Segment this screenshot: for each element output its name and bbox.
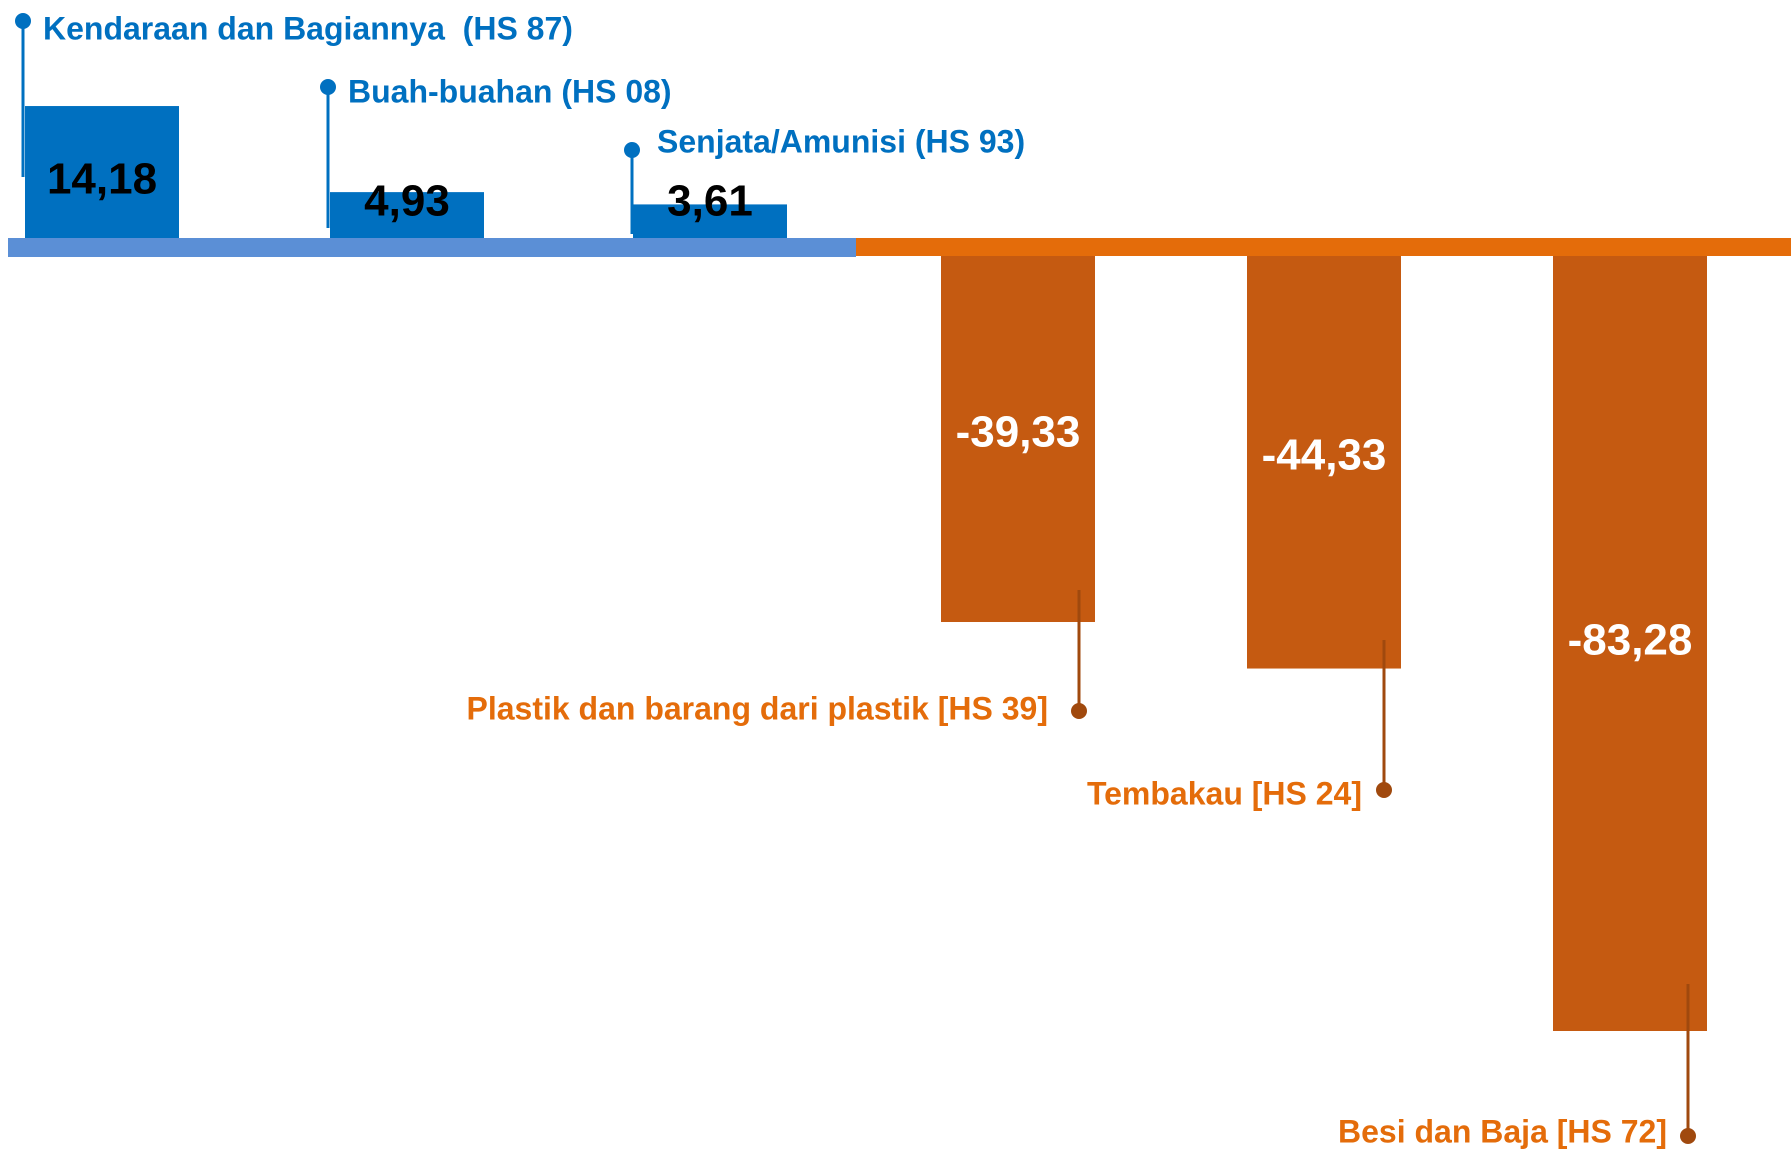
bar [941,256,1095,623]
value-label: 14,18 [47,155,157,204]
callout-dot [1680,1128,1696,1144]
baseline-positive [8,238,856,257]
category-label: Tembakau [HS 24] [1087,775,1362,811]
bar [25,106,179,238]
bar [633,204,787,238]
bar [1247,256,1401,669]
category-label: Besi dan Baja [HS 72] [1338,1113,1667,1149]
callout-dot [624,142,640,158]
value-label: -83,28 [1568,616,1693,665]
callout-dot [1376,782,1392,798]
callout-dot [320,79,336,95]
category-label: Kendaraan dan Bagiannya (HS 87) [43,10,573,46]
value-label: -44,33 [1262,431,1387,480]
bar [1553,256,1707,1031]
category-label: Plastik dan barang dari plastik [HS 39] [466,690,1048,726]
bar [330,192,484,238]
category-label: Buah-buahan (HS 08) [348,73,672,109]
value-label: 3,61 [667,177,753,226]
value-label: 4,93 [364,177,450,226]
callout-dot [15,13,31,29]
callout-dot [1071,703,1087,719]
baseline-negative [856,238,1791,256]
value-label: -39,33 [956,408,1081,457]
category-label: Senjata/Amunisi (HS 93) [657,123,1025,159]
